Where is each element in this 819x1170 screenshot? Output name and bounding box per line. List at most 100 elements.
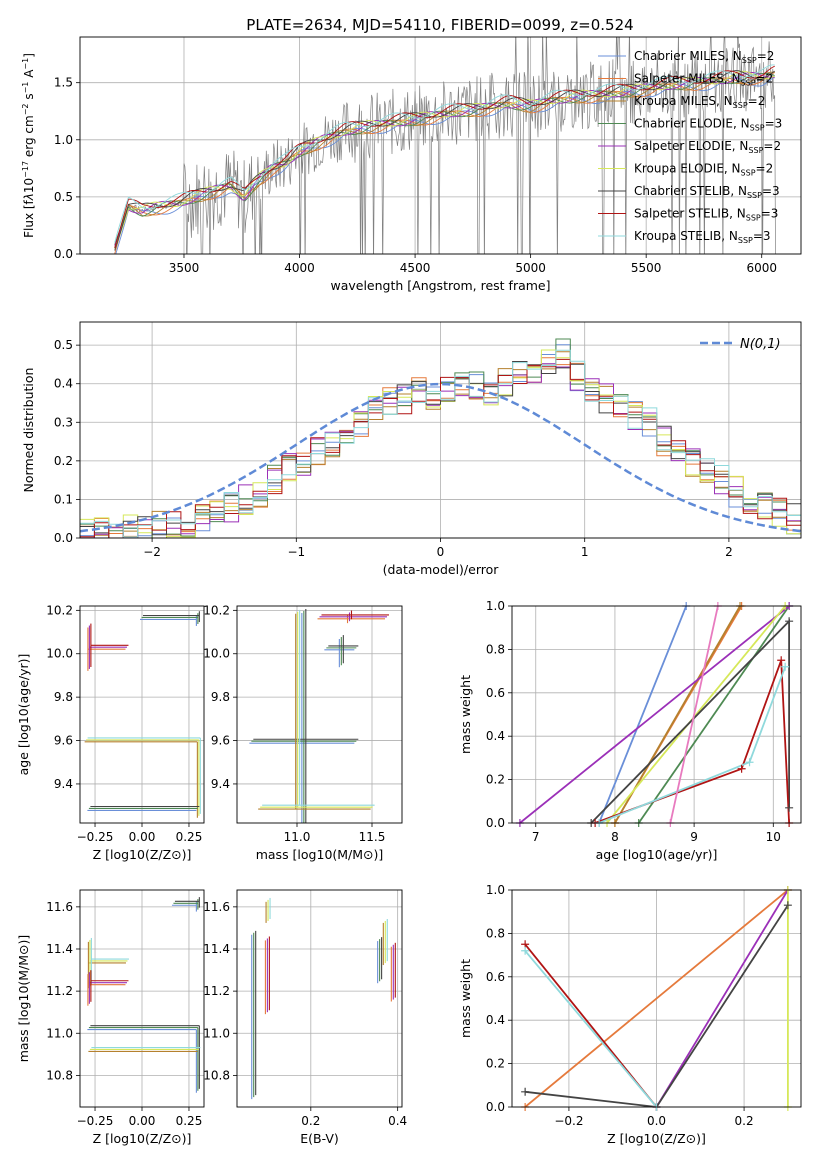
axes-frame: [79, 605, 205, 824]
y-tick-label: 9.6: [211, 734, 230, 748]
x-tick-label: 0.4: [388, 1114, 407, 1128]
mass-weight-line: [598, 606, 688, 823]
figure-title: PLATE=2634, MJD=54110, FIBERID=0099, z=0…: [246, 16, 633, 34]
residual-histogram: [80, 349, 801, 538]
y-tick-label: 1.0: [486, 883, 505, 897]
axes-frame: [79, 321, 802, 539]
y-tick-label: 10.0: [46, 647, 73, 661]
y-tick-label: 11.6: [46, 900, 73, 914]
y-tick-label: 10.2: [203, 603, 230, 617]
massweight-vs-age-panel: 7 8 9 10 0.0 0.2 0.4 0.6 0.8 1.0 age [log10(age/yr…: [458, 599, 802, 862]
plot-area: [114, 37, 776, 254]
y-tick-label: 0.2: [486, 1057, 505, 1071]
axes-frame: [511, 889, 802, 1108]
y-tick-label: 0.6: [486, 970, 505, 984]
y-tick-label: 0.5: [54, 190, 73, 204]
y-tick-label: 9.4: [54, 777, 73, 791]
y-tick-label: 11.4: [46, 942, 73, 956]
x-tick-label: 4500: [400, 261, 431, 275]
x-tick-label: 0.00: [129, 1114, 156, 1128]
x-tick-label: 11.5: [359, 830, 386, 844]
x-tick-label: 7: [532, 830, 540, 844]
y-tick-label: 0.2: [54, 454, 73, 468]
plot-area: [87, 897, 201, 1093]
model-spectrum-line: [114, 65, 775, 249]
y-tick-label: 0.0: [486, 1100, 505, 1114]
x-axis-label: E(B-V): [300, 1131, 339, 1146]
x-tick-label: 0.2: [735, 1114, 754, 1128]
mass-vs-z-panel: −0.25 0.00 0.25 10.8 11.0 11.2 11.4 11.6 Z [log1…: [16, 889, 205, 1146]
x-tick-label: 5000: [515, 261, 546, 275]
mass-weight-line: [524, 950, 658, 1107]
x-tick-label: 1: [581, 545, 589, 559]
x-tick-label: −1: [287, 545, 305, 559]
mass-weight-line: [669, 606, 719, 823]
legend-label: Chabrier ELODIE, NSSP=3: [634, 117, 782, 133]
axes-frame: [236, 605, 403, 824]
mass-weight-marker: [785, 617, 794, 626]
age-vs-z-panel: −0.25 0.00 0.25 9.4 9.6 9.8 10.0 10.2 Z [log10(Z…: [16, 603, 205, 862]
y-tick-label: 0.0: [486, 816, 505, 830]
mass-weight-marker: [777, 656, 786, 665]
x-tick-label: 0.00: [129, 830, 156, 844]
x-tick-label: 0.25: [176, 830, 203, 844]
mass-weight-line: [606, 606, 786, 823]
model-spectrum-line: [115, 76, 775, 254]
x-axis-label: Z [log10(Z/Z⊙)]: [607, 1131, 706, 1146]
mass-weight-line: [655, 890, 789, 1107]
y-tick-label: 10.8: [203, 1068, 230, 1082]
plot-area: [80, 338, 801, 538]
legend-label: Kroupa ELODIE, NSSP=2: [634, 162, 773, 178]
y-tick-label: 0.8: [486, 926, 505, 940]
axes-frame: [79, 889, 205, 1108]
y-tick-label: 10.0: [203, 647, 230, 661]
x-axis-label: mass [log10(M/M⊙)]: [256, 847, 384, 862]
x-tick-label: −0.25: [77, 830, 114, 844]
y-tick-label: 11.0: [203, 1026, 230, 1040]
x-tick-label: 3500: [169, 261, 200, 275]
age-vs-mass-panel: 11.0 11.5 9.4 9.6 9.8 10.0 10.2 mass [log10(M/M…: [203, 603, 403, 862]
y-tick-label: 0.4: [486, 729, 505, 743]
y-tick-label: 10.2: [46, 603, 73, 617]
legend-label: Salpeter STELIB, NSSP=3: [634, 207, 778, 223]
plot-area: [524, 890, 789, 1107]
x-tick-label: 6000: [746, 261, 777, 275]
y-tick-label: 0.4: [54, 377, 73, 391]
x-tick-label: 0.25: [176, 1114, 203, 1128]
mass-weight-marker: [521, 1087, 530, 1096]
legend-label: Chabrier STELIB, NSSP=3: [634, 184, 780, 200]
y-tick-label: 0.8: [486, 642, 505, 656]
y-tick-label: 11.2: [203, 984, 230, 998]
mass-weight-line: [524, 890, 789, 1107]
x-tick-label: 8: [611, 830, 619, 844]
legend-label: Kroupa STELIB, NSSP=3: [634, 229, 771, 245]
x-tick-label: 0.2: [301, 1114, 320, 1128]
legend-label: Salpeter ELODIE, NSSP=2: [634, 139, 781, 155]
y-tick-label: 11.6: [203, 900, 230, 914]
plot-area: [84, 611, 201, 818]
axes-frame: [79, 36, 802, 255]
y-tick-label: 0.4: [486, 1013, 505, 1027]
y-axis-label: mass weight: [458, 959, 473, 1038]
mass-weight-line: [519, 606, 790, 823]
plot-area: [251, 897, 396, 1100]
y-tick-label: 9.6: [54, 734, 73, 748]
normal-curve: [80, 382, 801, 533]
y-axis-label: age [log10(age/yr)]: [16, 654, 31, 776]
x-axis-label: wavelength [Angstrom, rest frame]: [330, 278, 550, 293]
residual-histogram: [80, 361, 801, 538]
mass-weight-marker: [783, 901, 792, 910]
x-tick-label: 0.0: [647, 1114, 666, 1128]
x-tick-label: 10: [766, 830, 781, 844]
x-axis-label: Z [log10(Z/Z⊙)]: [93, 847, 192, 862]
spectrum-panel: 3500 4000 4500 5000 5500 6000 0.0 0.5 1.0 1.5 wave…: [21, 36, 802, 293]
x-tick-label: 5500: [631, 261, 662, 275]
y-tick-label: 10.8: [46, 1068, 73, 1082]
model-spectrum-line: [114, 64, 775, 243]
y-tick-label: 1.0: [486, 599, 505, 613]
mass-weight-marker: [521, 946, 530, 955]
y-tick-label: 9.8: [211, 690, 230, 704]
residual-histogram: [80, 358, 801, 538]
y-axis-label: Normed distribution: [21, 368, 36, 493]
